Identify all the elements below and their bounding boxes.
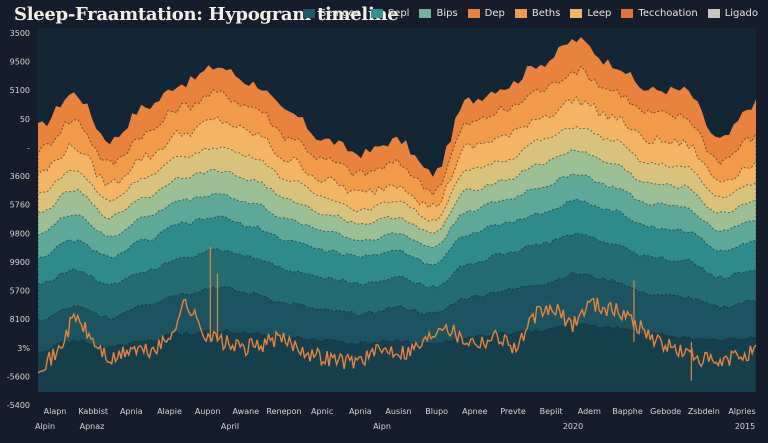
legend-swatch xyxy=(707,9,720,18)
legend-item: Sepl xyxy=(370,8,410,19)
x-tick-label: Alapn xyxy=(44,407,67,416)
legend-label: Tecchoation xyxy=(638,8,698,19)
x-tick-label: Aupon xyxy=(195,407,221,416)
legend-item: Dep xyxy=(467,8,505,19)
legend-label: Semgee xyxy=(319,8,361,19)
y-tick-label: 5760 xyxy=(10,201,30,210)
x-tick-label: Blupo xyxy=(425,407,448,416)
x-tick-label-secondary: 2020 xyxy=(563,422,583,431)
x-tick-label: Awane xyxy=(233,407,260,416)
legend-label: Bips xyxy=(436,8,458,19)
x-tick-label-secondary: 2015 xyxy=(735,422,755,431)
x-tick-label: Ausisn xyxy=(385,407,411,416)
x-tick-label: Apnia xyxy=(120,407,143,416)
x-tick-label: Adem xyxy=(578,407,601,416)
y-tick-label: 9800 xyxy=(10,229,30,238)
x-tick-label: Renepon xyxy=(266,407,301,416)
x-tick-label: Beplit xyxy=(540,407,563,416)
legend-label: Beths xyxy=(531,8,561,19)
x-tick-label: Apnic xyxy=(311,407,333,416)
y-tick-label: 3600 xyxy=(10,172,30,181)
x-tick-label-secondary: Alpin xyxy=(35,422,55,431)
x-tick-label: Bapphe xyxy=(612,407,643,416)
legend-item: Bips xyxy=(419,8,458,19)
x-tick-label-secondary: April xyxy=(221,422,239,431)
legend-label: Dep xyxy=(484,8,505,19)
legend-swatch xyxy=(570,9,583,18)
legend-item: Ligado xyxy=(707,8,758,19)
legend-swatch xyxy=(419,9,432,18)
y-tick-label: -5400 xyxy=(7,401,30,410)
x-tick-label: Gebode xyxy=(650,407,681,416)
x-tick-label-secondary: Apnaz xyxy=(80,422,105,431)
x-tick-label: Alapie xyxy=(157,407,182,416)
legend-swatch xyxy=(467,9,480,18)
y-tick-label: 50 xyxy=(20,115,30,124)
y-tick-label: 9500 xyxy=(10,58,30,67)
legend: Semgee Sepl Bips Dep Beths Leep Tecchoat… xyxy=(302,8,758,19)
y-tick-label: 3500 xyxy=(10,29,30,38)
y-tick-label: 5700 xyxy=(10,287,30,296)
legend-label: Leep xyxy=(587,8,612,19)
legend-swatch xyxy=(370,9,383,18)
legend-swatch xyxy=(302,9,315,18)
x-tick-label: Alpries xyxy=(728,407,755,416)
y-tick-label: 9900 xyxy=(10,258,30,267)
y-tick-label: 8100 xyxy=(10,315,30,324)
legend-swatch xyxy=(514,9,527,18)
legend-item: Tecchoation xyxy=(621,8,698,19)
legend-label: Ligado xyxy=(724,8,758,19)
y-tick-label: - xyxy=(27,143,30,152)
chart-title: Sleep-Fraamtation: Hypogram timeline xyxy=(14,4,399,25)
fragmentation-line xyxy=(37,297,757,374)
legend-item: Leep xyxy=(570,8,611,19)
y-tick-label: -5600 xyxy=(7,372,30,381)
legend-swatch xyxy=(621,9,634,18)
x-tick-label: Apnia xyxy=(349,407,372,416)
x-tick-label: Apnee xyxy=(462,407,488,416)
x-tick-label-secondary: Aipn xyxy=(373,422,391,431)
x-tick-label: Zsbdein xyxy=(688,407,720,416)
x-tick-label: Kabbist xyxy=(78,407,108,416)
legend-item: Semgee xyxy=(302,8,361,19)
legend-item: Beths xyxy=(514,8,561,19)
y-tick-label: 3% xyxy=(17,344,30,353)
legend-label: Sepl xyxy=(387,8,410,19)
y-tick-label: 5100 xyxy=(10,86,30,95)
x-tick-label: Prevte xyxy=(500,407,526,416)
